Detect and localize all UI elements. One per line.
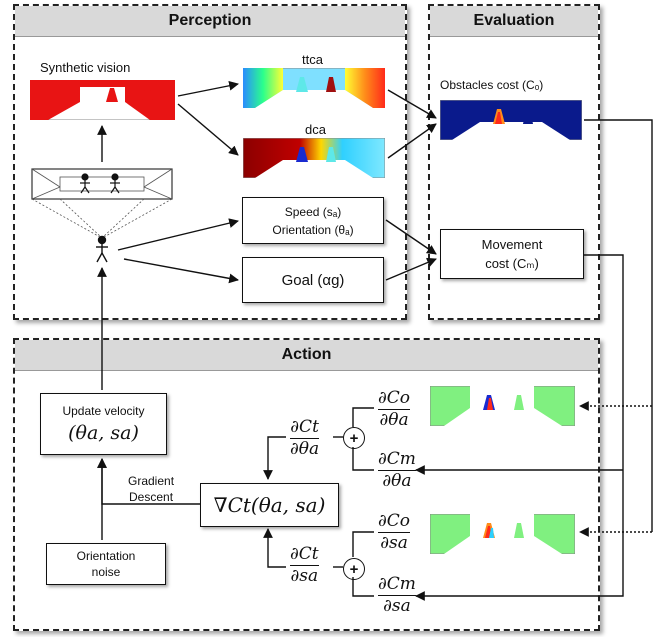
synthetic-vision-image	[30, 80, 175, 120]
orientation-noise-line1: Orientation	[76, 549, 136, 563]
update-velocity-box: Update velocity (θa, sa)	[40, 393, 167, 455]
movement-cost-box: Movement cost (Cₘ)	[440, 229, 584, 279]
dCo-dtheta-image	[430, 386, 575, 426]
orientation-label: Orientation (θₐ)	[272, 222, 354, 237]
dCt-dtheta-fraction: ∂Ct ∂θa	[290, 417, 320, 459]
dCt-ds-num: ∂Ct	[290, 544, 319, 564]
dCm-ds-num: ∂Cm	[378, 574, 416, 594]
dCt-ds-den: ∂sa	[290, 566, 319, 586]
evaluation-title: Evaluation	[430, 6, 598, 37]
plus-circle-s: +	[343, 558, 365, 580]
update-velocity-math: (θa, sa)	[68, 422, 139, 444]
plus-circle-theta: +	[343, 427, 365, 449]
dca-label: dca	[305, 122, 326, 137]
dCo-ds-den: ∂sa	[380, 533, 408, 553]
movement-cost-line2: cost (Cₘ)	[485, 256, 539, 271]
dCo-dtheta-fraction: ∂Co ∂θa	[378, 388, 411, 430]
obstacles-cost-image	[440, 100, 582, 140]
dCo-ds-image	[430, 514, 575, 554]
dCo-dtheta-num: ∂Co	[378, 388, 411, 408]
goal-label: Goal (αg)	[281, 271, 345, 289]
synthetic-vision-label: Synthetic vision	[40, 60, 131, 75]
dCt-dtheta-num: ∂Ct	[290, 417, 319, 437]
agent-view-icon	[31, 168, 173, 263]
gradient-descent-line2: Descent	[129, 490, 174, 504]
action-title: Action	[15, 340, 598, 371]
dCm-dtheta-num: ∂Cm	[378, 449, 416, 469]
orientation-noise-box: Orientation noise	[46, 543, 166, 585]
gradient-math: ∇Ct(θa, sa)	[213, 493, 326, 517]
orientation-noise-line2: noise	[91, 565, 121, 579]
dCm-dtheta-fraction: ∂Cm ∂θa	[378, 450, 416, 491]
ttca-label: ttca	[302, 52, 323, 67]
perception-title: Perception	[15, 6, 405, 37]
dCo-dtheta-den: ∂θa	[379, 410, 409, 430]
dca-image	[243, 138, 385, 178]
dCo-ds-num: ∂Co	[378, 511, 411, 531]
movement-cost-line1: Movement	[481, 237, 543, 252]
dCt-ds-fraction: ∂Ct ∂sa	[290, 545, 319, 586]
dCt-dtheta-den: ∂θa	[290, 439, 320, 459]
dCm-ds-den: ∂sa	[383, 596, 411, 616]
ttca-image	[243, 68, 385, 108]
update-velocity-label: Update velocity	[62, 404, 145, 418]
obstacles-cost-label: Obstacles cost (Cₒ)	[440, 78, 544, 92]
dCm-ds-fraction: ∂Cm ∂sa	[378, 575, 416, 616]
gradient-descent-line1: Gradient	[128, 474, 175, 488]
gradient-descent-label: Gradient Descent	[128, 473, 174, 505]
gradient-box: ∇Ct(θa, sa)	[200, 483, 339, 527]
speed-orientation-box: Speed (sₐ) Orientation (θₐ)	[242, 197, 384, 244]
goal-box: Goal (αg)	[242, 257, 384, 303]
dCm-dtheta-den: ∂θa	[382, 471, 412, 491]
speed-label: Speed (sₐ)	[284, 204, 342, 219]
dCo-ds-fraction: ∂Co ∂sa	[378, 511, 411, 553]
